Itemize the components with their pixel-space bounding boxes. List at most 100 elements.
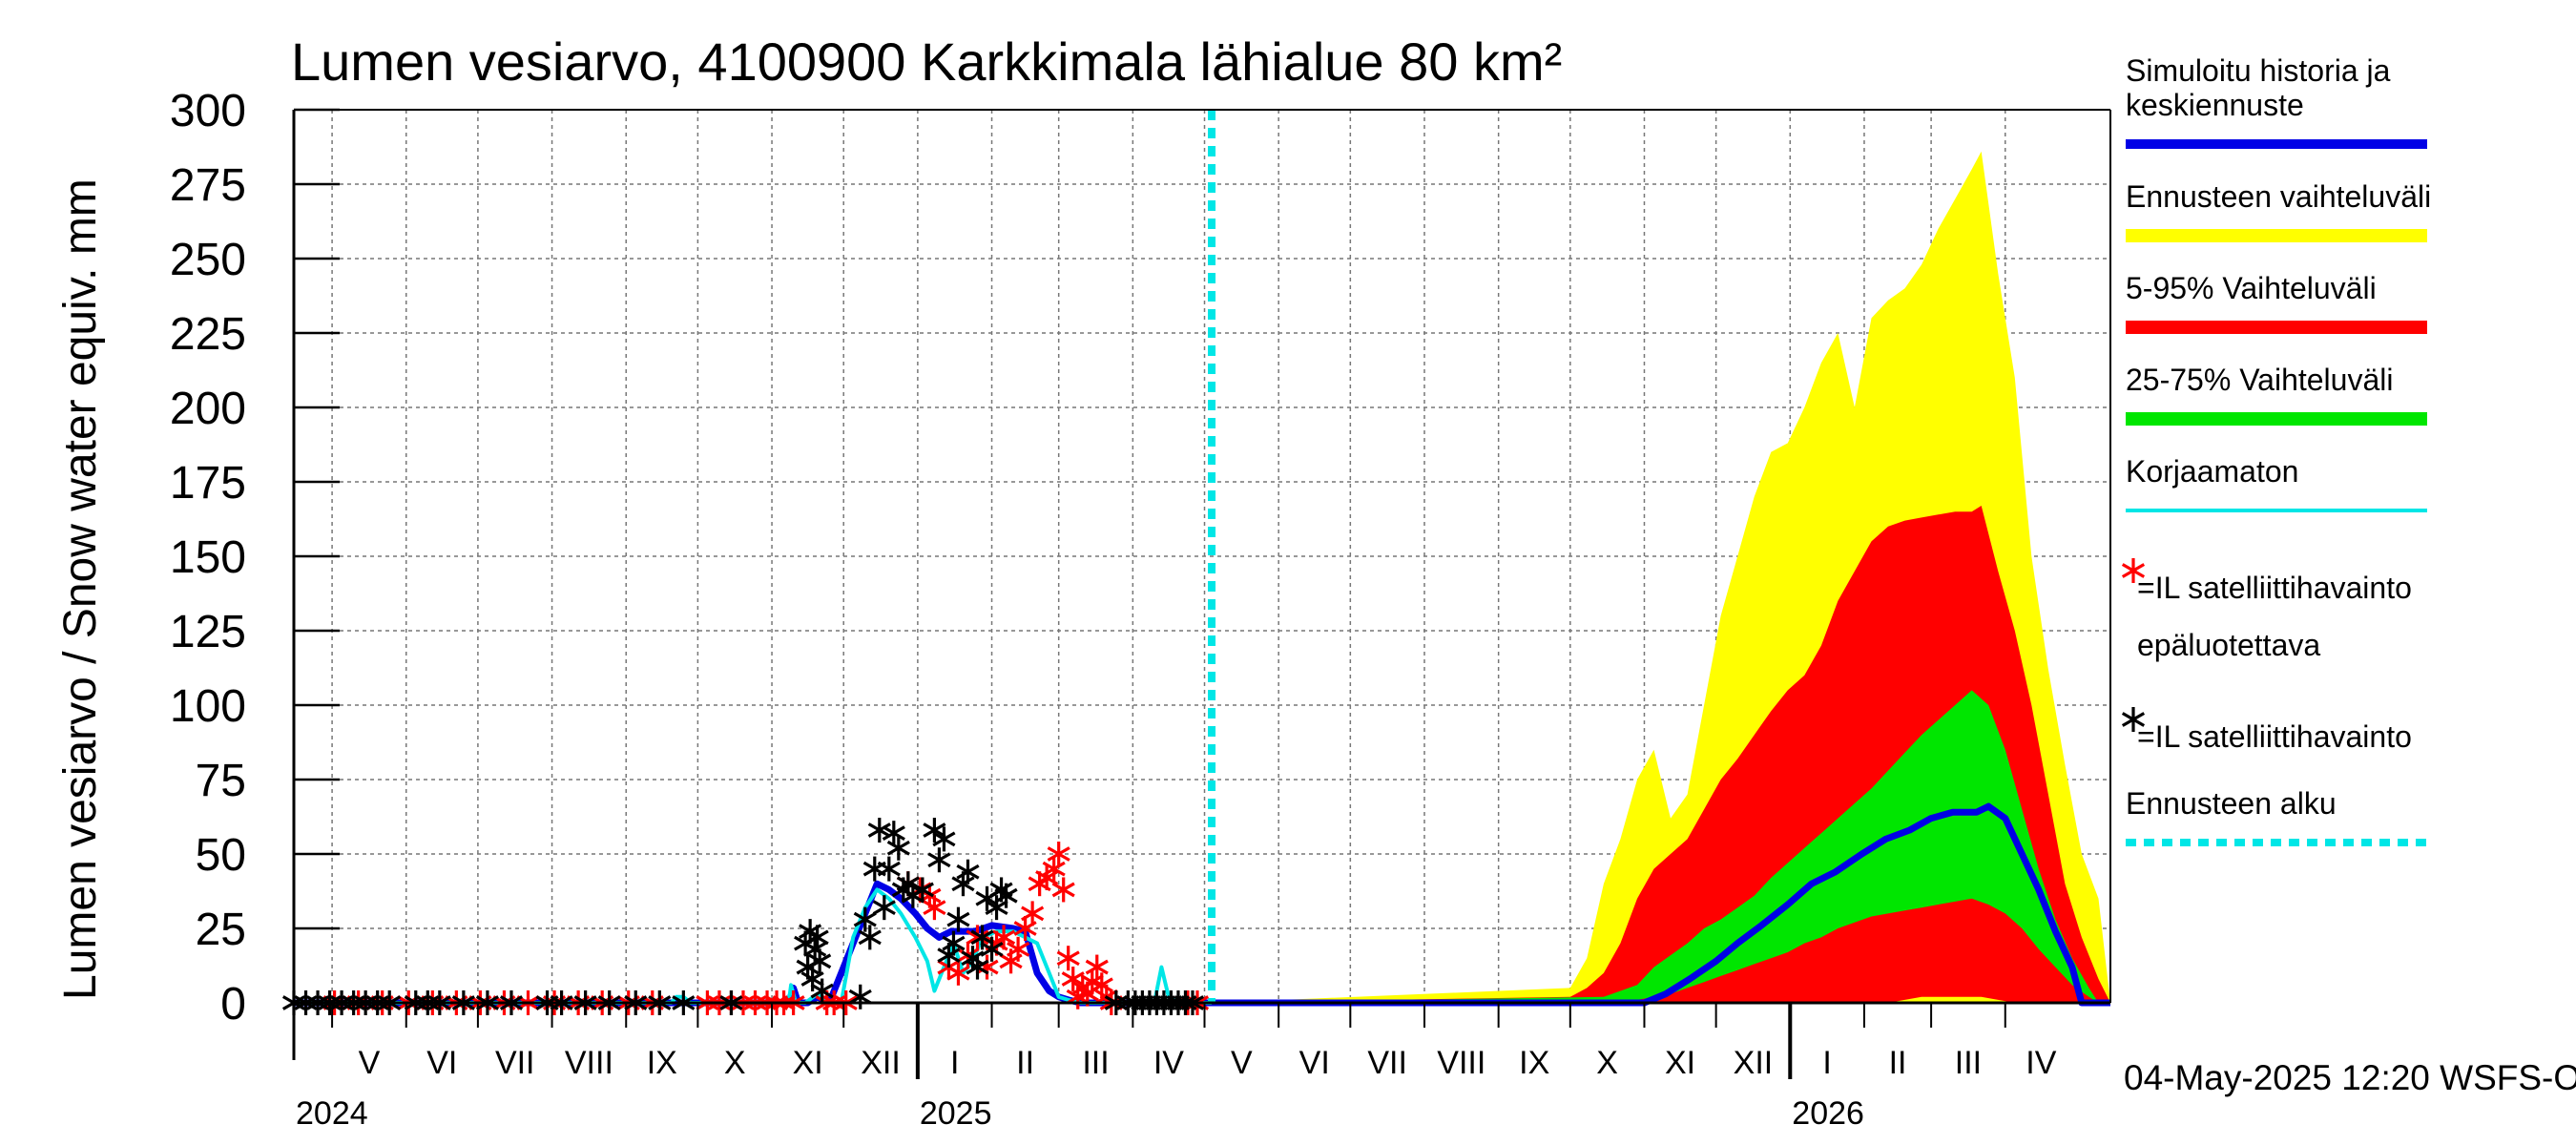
month-label: XI (1665, 1045, 1695, 1081)
year-label: 2026 (1792, 1095, 1864, 1132)
satellite-point (882, 821, 905, 846)
legend-label: Korjaamaton (2126, 454, 2298, 489)
month-label: V (1231, 1045, 1253, 1081)
legend-label: keskiennuste (2126, 88, 2304, 122)
satellite-point-unreliable (992, 925, 1016, 950)
star-stroke (980, 941, 1004, 957)
star-stroke (803, 941, 827, 957)
month-label: II (1016, 1045, 1034, 1081)
star-stroke (970, 929, 994, 946)
star-stroke (1075, 986, 1099, 1002)
satellite-point (808, 948, 832, 974)
satellite-point (980, 936, 1004, 962)
month-label: IX (1519, 1045, 1549, 1081)
star-stroke (992, 929, 1016, 946)
star-stroke (975, 890, 999, 906)
month-label: I (1822, 1045, 1831, 1081)
satellite-point-unreliable (1042, 856, 1066, 882)
star-stroke (932, 831, 956, 847)
satellite-point (994, 883, 1018, 908)
satellite-point (886, 835, 910, 861)
star-stroke (1013, 921, 1037, 936)
footer-timestamp: 04-May-2025 12:20 WSFS-O (2124, 1058, 2576, 1097)
satellite-point (872, 895, 896, 921)
star-stroke (1035, 870, 1059, 885)
star-stroke (961, 950, 985, 967)
y-tick-label: 225 (170, 309, 246, 360)
month-label: X (1596, 1045, 1618, 1081)
legend-label: Simuloitu historia ja (2126, 53, 2391, 88)
y-tick-label: 125 (170, 607, 246, 657)
legend-label: Ennusteen alku (2126, 786, 2337, 821)
satellite-point (946, 906, 970, 932)
satellite-point-unreliable (1021, 901, 1045, 926)
legend-star-icon (2121, 707, 2146, 732)
star-stroke (1051, 882, 1075, 898)
month-label: I (950, 1045, 959, 1081)
star-stroke (2121, 712, 2146, 727)
legend-label: =IL satelliittihavainto (2137, 571, 2412, 605)
star-stroke (910, 882, 934, 898)
satellite-point (956, 859, 980, 885)
month-label: XII (1734, 1045, 1774, 1081)
satellite-point-unreliable (1051, 877, 1075, 903)
satellite-point (805, 925, 829, 950)
satellite-point (877, 856, 901, 882)
star-stroke (805, 929, 829, 946)
month-label: IV (1153, 1045, 1184, 1081)
star-stroke (994, 887, 1018, 904)
satellite-point (810, 978, 834, 1004)
satellite-point-unreliable (1056, 946, 1080, 971)
star-stroke (882, 825, 905, 842)
star-stroke (848, 989, 872, 1005)
star-stroke (1061, 971, 1085, 987)
satellite-point-unreliable (1007, 936, 1030, 962)
star-stroke (937, 947, 961, 963)
star-stroke (872, 900, 896, 916)
star-stroke (1066, 989, 1090, 1005)
star-stroke (1042, 861, 1066, 877)
satellite-point (858, 925, 882, 950)
star-stroke (810, 983, 834, 999)
y-tick-label: 75 (196, 756, 246, 806)
legend-label: Ennusteen vaihteluväli (2126, 179, 2431, 214)
chart-title: Lumen vesiarvo, 4100900 Karkkimala lähia… (291, 31, 1562, 92)
satellite-point (942, 930, 966, 956)
satellite-point (970, 925, 994, 950)
star-stroke (1056, 950, 1080, 967)
month-label: VI (426, 1045, 457, 1081)
y-tick-label: 50 (196, 830, 246, 881)
legend-star-icon (2121, 558, 2146, 583)
y-tick-label: 250 (170, 235, 246, 285)
satellite-point-unreliable (923, 895, 946, 921)
star-stroke (942, 935, 966, 951)
month-label: IV (2025, 1045, 2056, 1081)
satellite-point (910, 877, 934, 903)
star-stroke (886, 840, 910, 856)
legend-label: 5-95% Vaihteluväli (2126, 271, 2377, 305)
month-label: II (1889, 1045, 1907, 1081)
star-stroke (877, 861, 901, 877)
satellite-point-unreliable (1085, 954, 1109, 980)
y-tick-label: 275 (170, 160, 246, 211)
star-stroke (853, 911, 877, 927)
star-stroke (956, 864, 980, 880)
satellite-point (961, 946, 985, 971)
satellite-point (932, 826, 956, 852)
satellite-point-unreliable (966, 925, 989, 950)
star-stroke (951, 876, 975, 892)
star-stroke (966, 929, 989, 946)
satellite-point (985, 895, 1008, 921)
month-label: X (724, 1045, 746, 1081)
star-stroke (808, 953, 832, 969)
month-label: V (359, 1045, 381, 1081)
month-label: XI (793, 1045, 823, 1081)
y-tick-label: 200 (170, 384, 246, 434)
star-stroke (927, 852, 951, 868)
month-label: VI (1299, 1045, 1330, 1081)
satellite-point (853, 906, 877, 932)
month-label: VII (1367, 1045, 1407, 1081)
y-tick-label: 25 (196, 905, 246, 955)
